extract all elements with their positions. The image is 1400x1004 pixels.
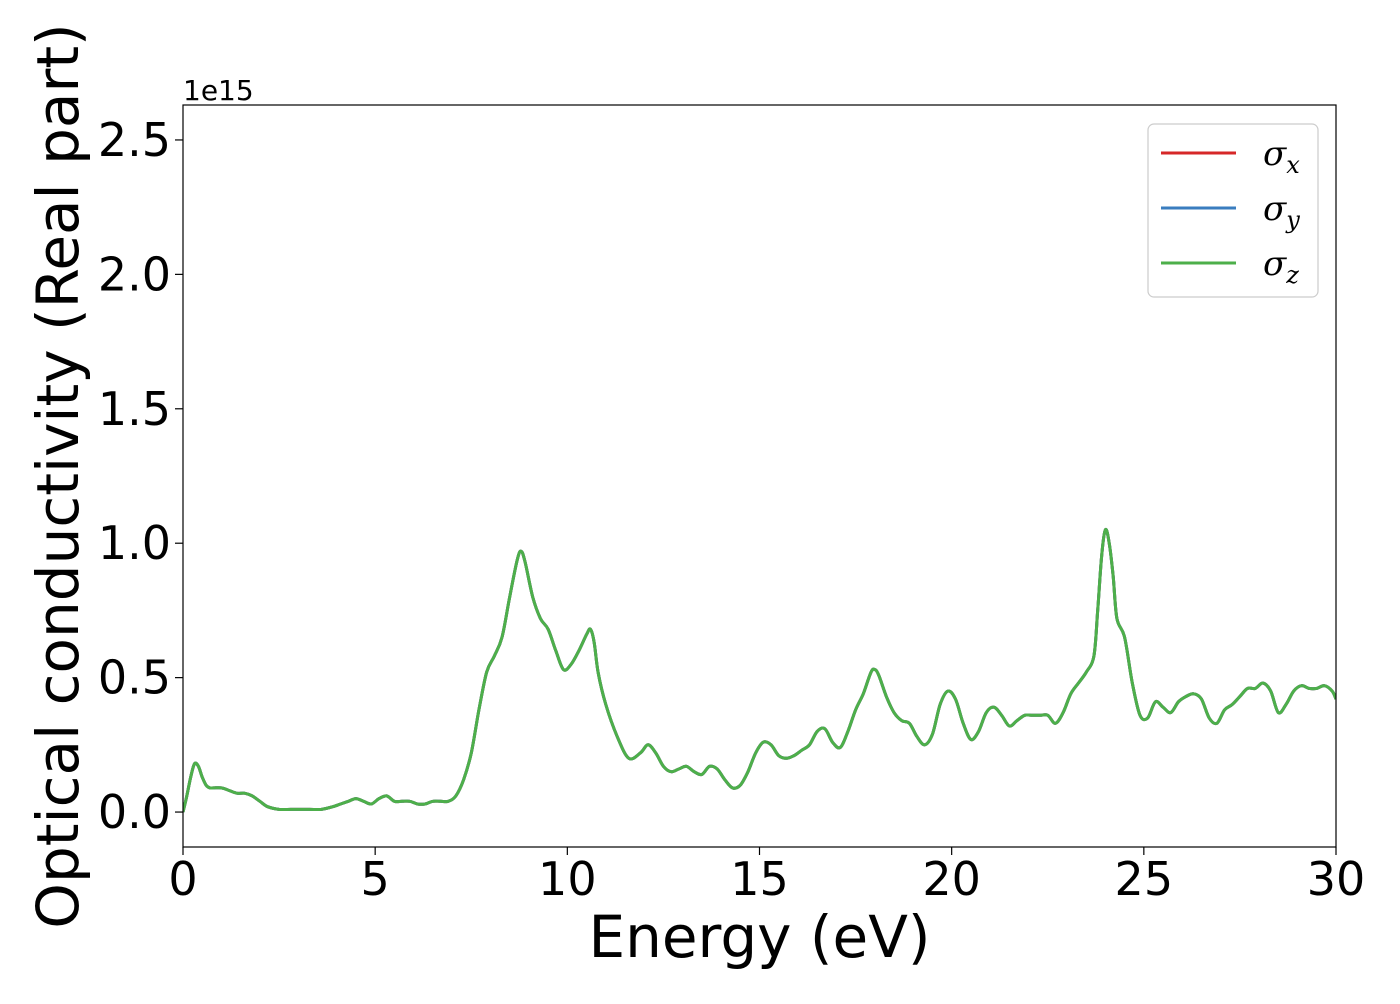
y-tick-label: 0.5 (98, 651, 171, 705)
legend-label-sigma-x: σx (1263, 134, 1300, 179)
series-line-sigma-z (183, 527, 1336, 813)
legend: σx σy σz (1147, 123, 1319, 298)
legend-box (1147, 123, 1319, 298)
y-axis-title: Optical conductivity (Real part) (24, 23, 92, 928)
y-tick-label: 1.0 (98, 516, 171, 570)
plot-area (183, 527, 1336, 813)
y-axis-offset-label: 1e15 (183, 74, 254, 107)
x-tick-label: 25 (1115, 852, 1174, 906)
x-tick-label: 15 (730, 852, 789, 906)
series-line-sigma-y (183, 527, 1336, 813)
x-tick-label: 30 (1307, 852, 1366, 906)
x-tick-label: 10 (538, 852, 597, 906)
y-tick-label: 2.0 (98, 247, 171, 301)
x-axis-title: Energy (eV) (588, 903, 930, 971)
x-tick-label: 20 (922, 852, 981, 906)
y-tick-label: 2.5 (98, 113, 171, 167)
y-tick-label: 1.5 (98, 382, 171, 436)
y-tick-label: 0.0 (98, 785, 171, 839)
series-line-sigma-x (183, 527, 1336, 813)
axes: 0 5 10 15 20 25 30 0.0 0.5 1.0 1.5 2.0 2.5 (98, 104, 1366, 906)
x-tick-label: 5 (361, 852, 390, 906)
legend-label-sigma-y: σy (1263, 189, 1300, 234)
legend-label-sigma-z: σz (1263, 244, 1299, 289)
x-tick-label: 0 (168, 852, 197, 906)
